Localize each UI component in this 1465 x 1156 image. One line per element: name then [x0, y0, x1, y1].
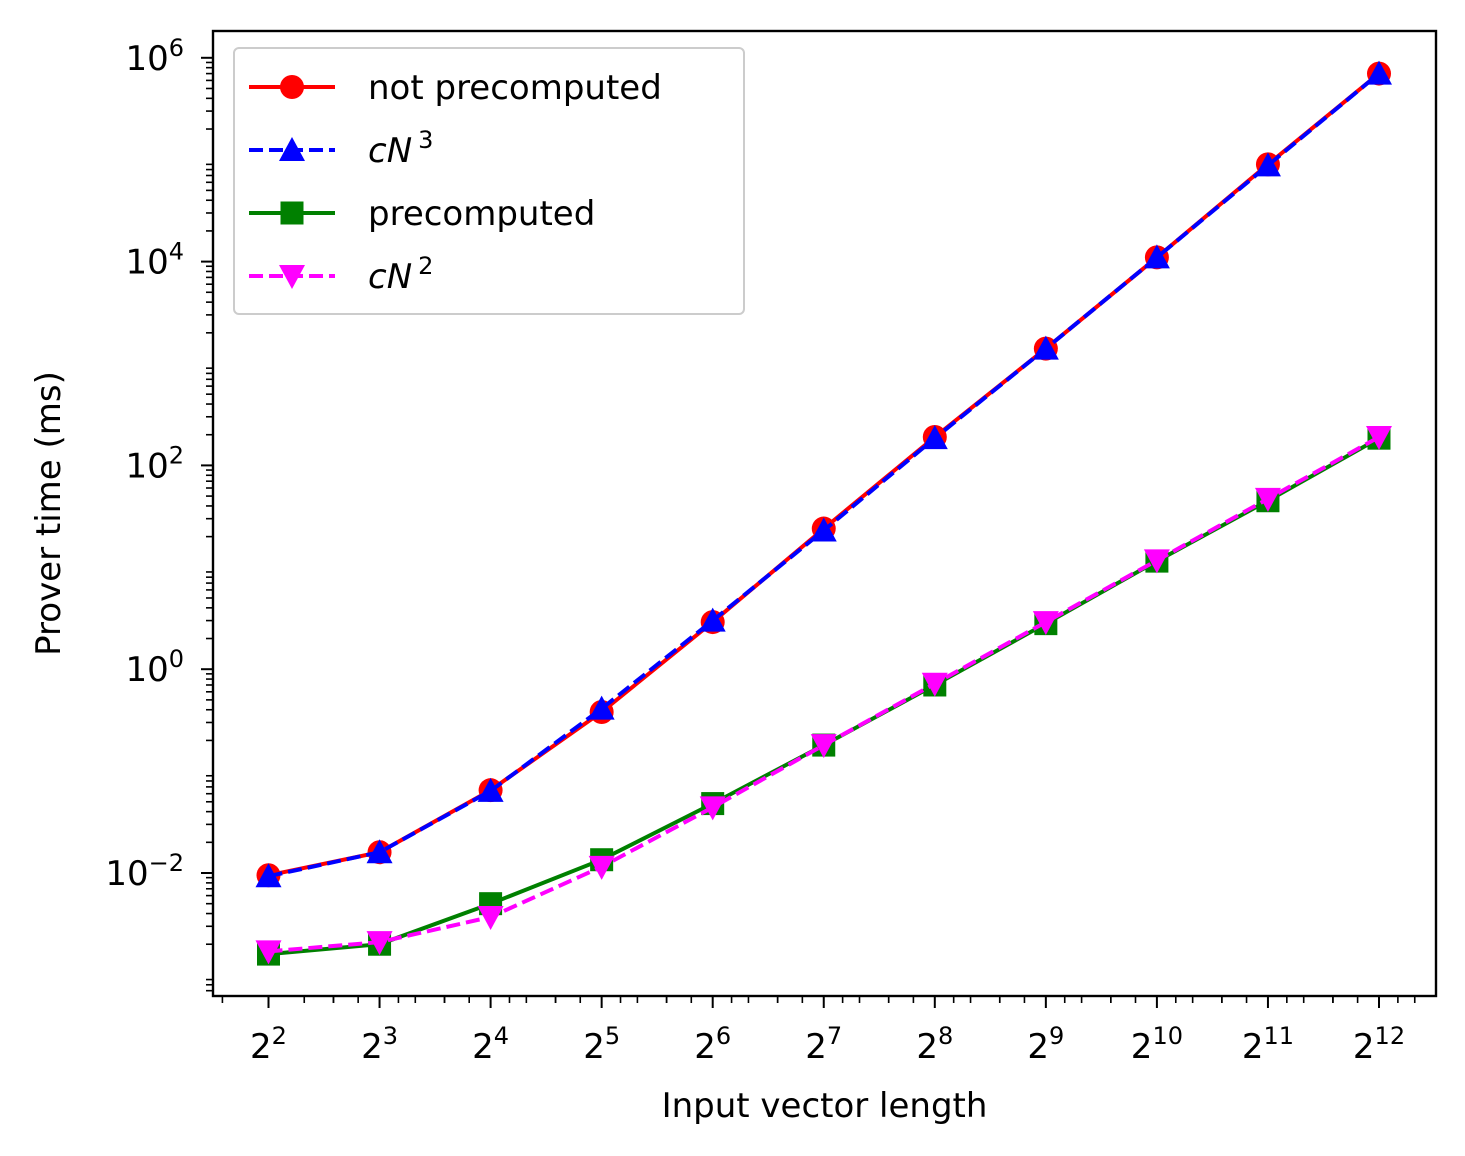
y-tick-label: 100 [125, 645, 184, 690]
y-tick-label: 102 [125, 441, 184, 486]
data-point [1143, 244, 1170, 269]
data-point [366, 931, 393, 956]
data-point [1143, 549, 1170, 574]
legend-label: not precomputed [368, 68, 662, 108]
series-2 [255, 60, 1392, 888]
legend-box [233, 47, 745, 315]
legend-marker [280, 75, 304, 99]
data-point [588, 695, 615, 720]
y-tick-label: 104 [125, 238, 184, 283]
x-tick-label: 25 [583, 1022, 620, 1067]
data-point [921, 425, 948, 450]
legend-entry: cN 2 [249, 252, 433, 297]
x-tick-label: 212 [1353, 1022, 1405, 1067]
legend: not precomputed cN 3 precomputed cN 2 [233, 47, 745, 315]
data-point [255, 863, 282, 888]
data-point [588, 855, 615, 880]
x-tick-label: 211 [1242, 1022, 1294, 1067]
data-point [255, 940, 282, 965]
series-line [268, 435, 1380, 954]
data-point [1032, 611, 1059, 636]
legend-marker [280, 201, 304, 225]
x-axis: 22 23 24 25 26 27 28 29 210 211 212 [221, 996, 1416, 1067]
data-point [810, 734, 837, 759]
plot-area [255, 60, 1392, 966]
x-tick-label: 24 [472, 1022, 509, 1067]
legend-entry: cN 3 [249, 126, 433, 171]
data-point [921, 672, 948, 697]
legend-label: precomputed [368, 194, 595, 234]
x-tick-label: 22 [250, 1022, 287, 1067]
legend-label: cN 3 [368, 126, 433, 171]
data-point [1254, 152, 1281, 177]
data-point [1032, 335, 1059, 360]
y-tick-label: 10−2 [105, 849, 184, 894]
data-point [699, 796, 726, 821]
legend-marker [279, 265, 305, 289]
x-tick-label: 210 [1131, 1022, 1183, 1067]
data-point [477, 777, 504, 802]
data-point [699, 607, 726, 632]
data-point [1366, 60, 1392, 85]
x-tick-label: 26 [694, 1022, 731, 1067]
series-line [268, 436, 1380, 957]
x-tick-label: 23 [361, 1022, 398, 1067]
x-axis-title: Input vector length [662, 1086, 988, 1126]
y-axis-title: Prover time (ms) [29, 371, 69, 656]
series-3 [257, 426, 1391, 966]
data-point [810, 517, 837, 542]
data-point [1366, 425, 1392, 450]
legend-marker [279, 137, 305, 161]
y-tick-label: 106 [125, 34, 184, 79]
x-tick-label: 27 [805, 1022, 842, 1067]
x-tick-label: 28 [916, 1022, 953, 1067]
data-point [366, 839, 393, 864]
y-axis: 10−2 100 102 104 106 [105, 34, 213, 992]
legend-entry: not precomputed [249, 68, 662, 108]
legend-entry: precomputed [249, 194, 595, 234]
data-point [1254, 487, 1281, 512]
data-point [477, 906, 504, 931]
series-4 [255, 425, 1392, 965]
legend-label: cN 2 [368, 252, 433, 297]
x-tick-label: 29 [1027, 1022, 1064, 1067]
